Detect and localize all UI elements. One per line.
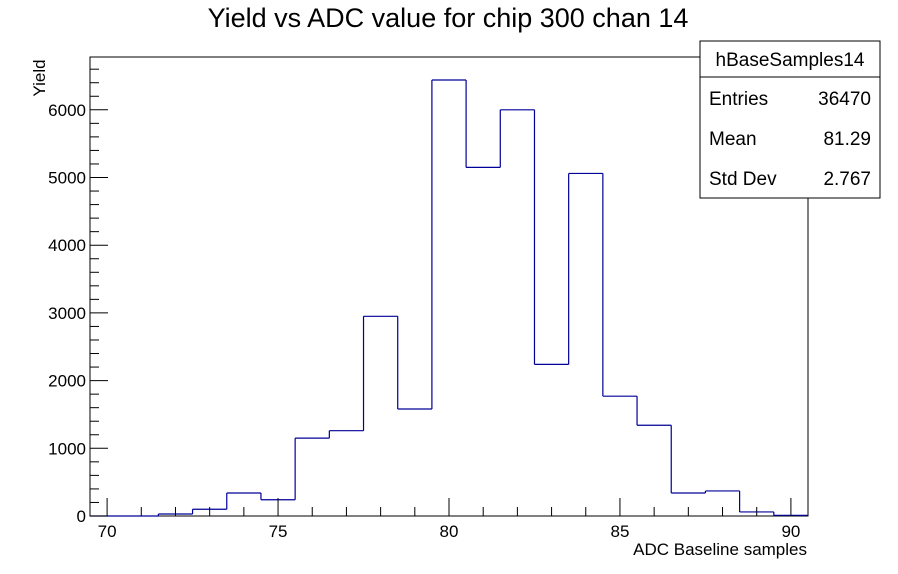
x-tick-label: 80 bbox=[440, 522, 459, 541]
histogram-bin bbox=[362, 315, 398, 431]
histogram-bin bbox=[670, 425, 706, 494]
histogram-bin bbox=[704, 490, 740, 493]
x-tick-label: 75 bbox=[269, 522, 288, 541]
stats-row-value: 36470 bbox=[818, 89, 871, 110]
x-tick-label: 90 bbox=[781, 522, 800, 541]
histogram-bin bbox=[602, 173, 638, 397]
stats-box-frame bbox=[699, 40, 881, 199]
histogram-bin bbox=[636, 396, 672, 426]
histogram-bin bbox=[568, 172, 603, 365]
histogram-bin bbox=[226, 492, 261, 510]
stats-box: hBaseSamples14 Entries 36470 Mean 81.29 Std D… bbox=[699, 40, 881, 199]
x-tick-label: 85 bbox=[610, 522, 629, 541]
y-tick-label: 4000 bbox=[48, 236, 86, 255]
y-tick-label: 6000 bbox=[48, 101, 86, 120]
y-tick-label: 0 bbox=[77, 507, 86, 526]
histogram-bin bbox=[294, 437, 330, 500]
y-tick-label: 1000 bbox=[48, 439, 86, 458]
stats-box-name: hBaseSamples14 bbox=[716, 50, 865, 71]
x-tick-label: 70 bbox=[98, 522, 117, 541]
histogram-bin bbox=[533, 109, 569, 365]
stats-row-label: Entries bbox=[709, 89, 768, 110]
chart-title: Yield vs ADC value for chip 300 chan 14 bbox=[208, 3, 689, 33]
stats-row-label: Std Dev bbox=[709, 169, 777, 190]
histogram-bin bbox=[397, 316, 432, 410]
plot-area: 70 75 80 85 90 0 1000 2000 3000 4000 5000 6000 bbox=[48, 56, 809, 541]
y-tick-label: 5000 bbox=[48, 169, 86, 188]
stats-row-value: 81.29 bbox=[823, 129, 871, 150]
y-tick-label: 3000 bbox=[48, 304, 86, 323]
histogram-bin bbox=[499, 109, 535, 168]
y-axis-label: Yield bbox=[30, 59, 49, 96]
histogram-bin bbox=[431, 79, 467, 410]
stats-row-label: Mean bbox=[709, 129, 757, 150]
y-tick-label: 2000 bbox=[48, 372, 86, 391]
x-axis-label: ADC Baseline samples bbox=[633, 540, 807, 559]
histogram-bin bbox=[465, 80, 501, 168]
histogram-bin bbox=[328, 430, 364, 439]
stats-row-value: 2.767 bbox=[823, 169, 871, 190]
